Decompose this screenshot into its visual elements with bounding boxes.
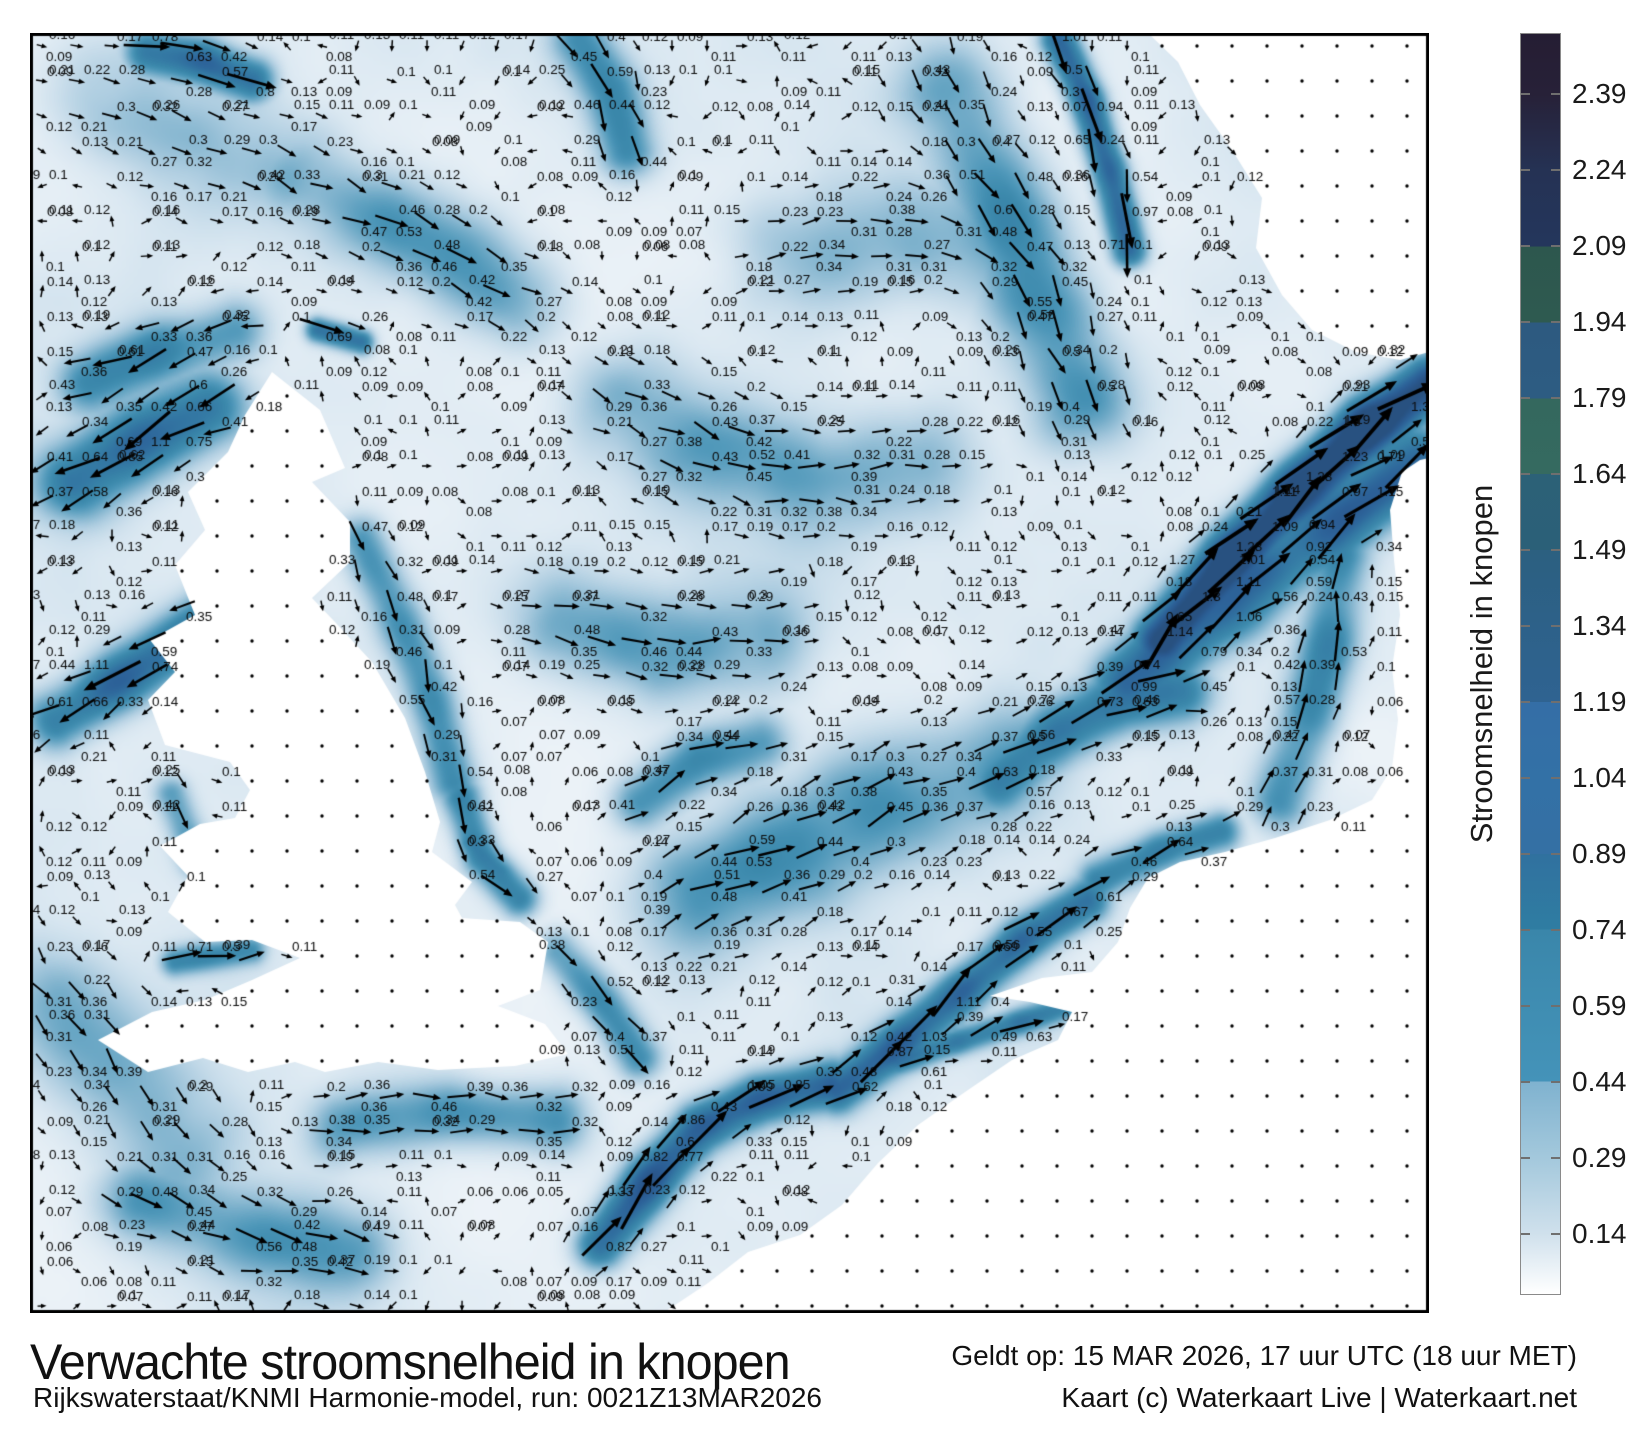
colorbar-tick-mark [1521,244,1530,247]
colorbar-tick-label: 0.14 [1572,1218,1627,1250]
colorbar-tick-mark [1521,1157,1530,1160]
colorbar-tick-mark [1551,853,1560,856]
colorbar-tick-mark [1551,777,1560,780]
colorbar-tick-label: 1.49 [1572,533,1627,565]
colorbar-axis-label: Stroomsnelheid in knopen [1464,484,1499,844]
colorbar-tick-mark [1551,1157,1560,1160]
colorbar-tick-mark [1521,1005,1530,1008]
colorbar-tick-mark [1521,777,1530,780]
colorbar-tick-mark [1521,548,1530,551]
colorbar-tick-mark [1551,701,1560,703]
colorbar-tick-label: 0.59 [1572,990,1627,1022]
colorbar-tick-label: 0.74 [1572,914,1627,946]
colorbar-tick-label: 1.79 [1572,381,1627,413]
colorbar-tick-label: 2.24 [1572,153,1627,185]
colorbar-tick-mark [1521,168,1530,171]
colorbar-tick-mark [1551,1081,1560,1084]
colorbar-tick-mark [1521,1233,1530,1236]
colorbar-tick-mark [1551,396,1560,399]
valid-time-label: Geldt op: 15 MAR 2026, 17 uur UTC (18 uu… [951,1340,1577,1371]
colorbar-tick-mark [1521,1081,1530,1084]
colorbar-tick-mark [1551,929,1560,932]
colorbar-tick-label: 1.64 [1572,457,1627,489]
colorbar-tick-mark [1551,244,1560,247]
colorbar-tick-label: 1.94 [1572,305,1627,337]
colorbar-tick-mark [1551,548,1560,551]
colorbar-tick-label: 2.39 [1572,77,1627,109]
colorbar-tick-label: 1.04 [1572,762,1627,794]
colorbar [1520,33,1561,1295]
colorbar-tick-label: 1.34 [1572,609,1627,641]
colorbar-tick-mark [1521,701,1530,703]
colorbar-tick-mark [1551,472,1560,475]
colorbar-tick-label: 0.89 [1572,838,1627,870]
colorbar-tick-mark [1521,92,1530,95]
colorbar-tick-mark [1551,320,1560,323]
colorbar-tick-mark [1521,472,1530,475]
colorbar-tick-mark [1551,624,1560,627]
colorbar-tick-mark [1521,396,1530,399]
colorbar-tick-mark [1521,320,1530,323]
copyright-credit: Kaart (c) Waterkaart Live | Waterkaart.n… [1061,1382,1577,1413]
page-title: Verwachte stroomsnelheid in knopen [30,1334,791,1390]
colorbar-tick-label: 0.44 [1572,1066,1627,1098]
colorbar-tick-mark [1521,624,1530,627]
colorbar-tick-mark [1551,1005,1560,1008]
colorbar-tick-label: 0.29 [1572,1142,1627,1174]
colorbar-tick-mark [1521,853,1530,856]
colorbar-tick-label: 2.09 [1572,229,1627,261]
model-run-subtitle: Rijkswaterstaat/KNMI Harmonie-model, run… [33,1382,822,1413]
colorbar-tick-mark [1521,929,1530,932]
colorbar-tick-mark [1551,1233,1560,1236]
colorbar-tick-mark [1551,168,1560,171]
colorbar-tick-label: 1.19 [1572,686,1627,717]
current-map-canvas [30,33,1429,1313]
colorbar-tick-mark [1551,92,1560,95]
